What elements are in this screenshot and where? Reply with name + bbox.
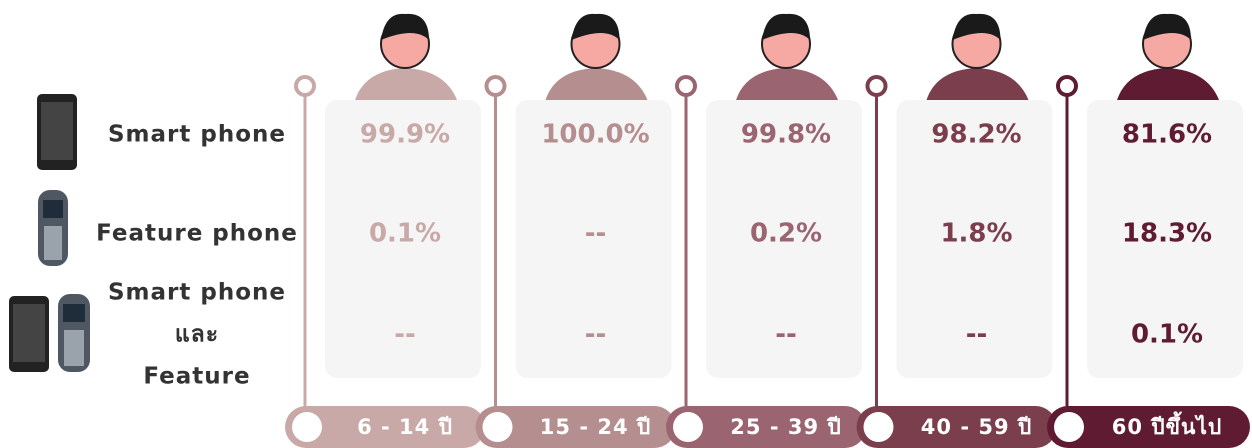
timeline-dot bbox=[294, 75, 316, 97]
cell-value: 1.8% bbox=[940, 219, 1012, 249]
pill-dot bbox=[673, 412, 703, 442]
age-header: 6 - 14 ปี bbox=[357, 415, 453, 439]
avatar-hair bbox=[381, 13, 429, 40]
age-pill bbox=[1047, 406, 1250, 448]
age-pill bbox=[475, 406, 676, 448]
avatar-hair bbox=[571, 13, 620, 40]
age-header: 15 - 24 ปี bbox=[540, 415, 651, 439]
age-pill bbox=[285, 406, 485, 448]
row-label: Feature phone bbox=[96, 221, 298, 247]
pill-dot bbox=[482, 412, 513, 442]
avatar-hair bbox=[952, 13, 1001, 40]
cell-value: -- bbox=[966, 320, 988, 350]
pill-dot bbox=[292, 412, 322, 442]
card bbox=[706, 100, 862, 378]
avatar-body bbox=[545, 68, 648, 100]
avatar-hair bbox=[1143, 13, 1191, 40]
avatar-hair bbox=[762, 13, 810, 40]
card bbox=[325, 100, 481, 378]
age-header: 25 - 39 ปี bbox=[730, 415, 841, 439]
cell-value: 18.3% bbox=[1122, 219, 1212, 249]
row-label: Smart phone bbox=[108, 280, 286, 306]
card bbox=[896, 100, 1053, 378]
age-pill bbox=[666, 406, 866, 448]
cell-value: 0.1% bbox=[369, 219, 441, 249]
cell-value: -- bbox=[775, 320, 797, 350]
smartphone-icon bbox=[37, 94, 77, 170]
cell-value: 100.0% bbox=[541, 120, 649, 150]
cell-value: -- bbox=[585, 219, 607, 249]
avatar-body bbox=[736, 68, 838, 100]
both-phones-icon bbox=[9, 294, 90, 372]
timeline-dot bbox=[865, 75, 888, 97]
cell-value: 81.6% bbox=[1122, 120, 1212, 150]
timeline-dot bbox=[675, 75, 697, 97]
timeline-dot bbox=[1056, 75, 1078, 97]
cell-value: 98.2% bbox=[931, 120, 1021, 150]
row-label: Smart phone bbox=[108, 122, 286, 148]
avatar-body bbox=[926, 68, 1029, 100]
cell-value: -- bbox=[585, 320, 607, 350]
age-header: 60 ปีขึ้นไป bbox=[1112, 411, 1222, 439]
card bbox=[1087, 100, 1243, 378]
age-header: 40 - 59 ปี bbox=[921, 415, 1032, 439]
cell-value: 99.8% bbox=[741, 120, 831, 150]
row-label: และ bbox=[175, 322, 219, 348]
pill-dot bbox=[863, 412, 894, 442]
avatar-body bbox=[1117, 68, 1219, 100]
card bbox=[515, 100, 672, 378]
timeline-dot bbox=[484, 75, 507, 97]
row-label: Feature bbox=[143, 364, 250, 390]
avatar-body bbox=[355, 68, 457, 100]
cell-value: -- bbox=[394, 320, 416, 350]
age-pill bbox=[856, 406, 1057, 448]
cell-value: 99.9% bbox=[360, 120, 450, 150]
feature-phone-icon bbox=[38, 190, 68, 266]
cell-value: 0.1% bbox=[1131, 320, 1203, 350]
cell-value: 0.2% bbox=[750, 219, 822, 249]
pill-dot bbox=[1054, 412, 1084, 442]
